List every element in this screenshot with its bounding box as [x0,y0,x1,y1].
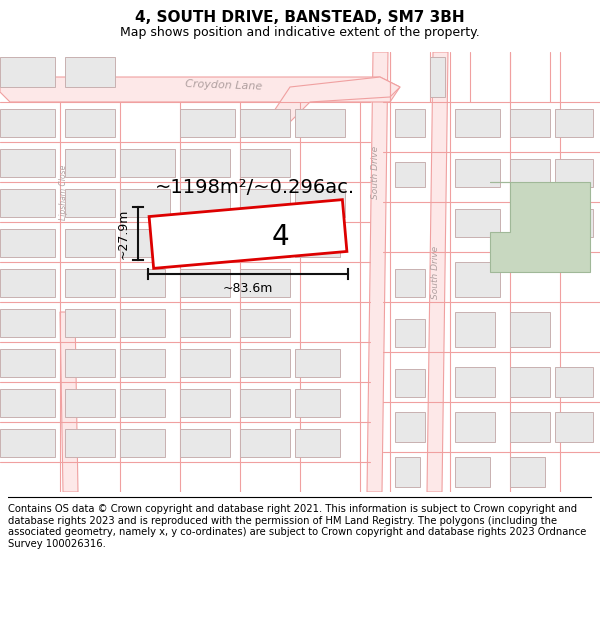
Bar [430,57,445,97]
Bar [65,189,115,217]
Bar [455,159,500,187]
Bar [555,367,593,397]
Bar [455,367,495,397]
Bar [240,229,290,257]
Text: ~27.9m: ~27.9m [117,208,130,259]
Bar [180,229,230,257]
Bar [0,149,55,177]
Bar [0,229,55,257]
Bar [510,412,550,442]
Bar [510,367,550,397]
Bar [180,109,235,137]
Bar [120,309,165,337]
Bar [0,57,55,87]
Bar [510,159,550,187]
Polygon shape [0,77,400,102]
Bar [0,189,55,217]
Polygon shape [427,52,448,492]
Bar [65,57,115,87]
Bar [395,269,425,297]
Bar [510,312,550,347]
Bar [395,109,425,137]
Text: ~83.6m: ~83.6m [223,282,273,295]
Bar [395,457,420,487]
Bar [120,269,165,297]
Bar [295,349,340,377]
Bar [120,189,170,217]
Bar [455,209,500,237]
Bar [455,312,495,347]
Bar [240,429,290,457]
Bar [455,262,500,297]
Bar [120,349,165,377]
Bar [555,109,593,137]
Bar [240,189,290,217]
Text: 4, SOUTH DRIVE, BANSTEAD, SM7 3BH: 4, SOUTH DRIVE, BANSTEAD, SM7 3BH [135,11,465,26]
Polygon shape [490,182,590,272]
Text: ~1198m²/~0.296ac.: ~1198m²/~0.296ac. [155,177,355,196]
Bar [555,209,593,237]
Bar [180,309,230,337]
Bar [65,349,115,377]
Bar [180,349,230,377]
Polygon shape [60,312,78,492]
Bar [65,229,115,257]
Text: Contains OS data © Crown copyright and database right 2021. This information is : Contains OS data © Crown copyright and d… [8,504,586,549]
Bar [0,349,55,377]
Bar [0,389,55,417]
Text: 4: 4 [271,223,289,251]
Bar [120,389,165,417]
Bar [455,457,490,487]
Bar [555,412,593,442]
Bar [120,229,165,257]
Bar [65,309,115,337]
Bar [0,309,55,337]
Bar [120,149,175,177]
Bar [180,389,230,417]
Text: South Drive: South Drive [371,146,380,199]
Bar [240,269,290,297]
Bar [180,189,230,217]
Bar [510,109,550,137]
Bar [395,162,425,187]
Bar [65,149,115,177]
Text: South Drive: South Drive [431,246,439,299]
Bar [180,269,230,297]
Bar [240,149,290,177]
Bar [240,389,290,417]
Bar [0,269,55,297]
Bar [180,149,230,177]
Bar [295,189,345,217]
Bar [240,309,290,337]
Bar [295,429,340,457]
Bar [295,389,340,417]
Polygon shape [270,77,400,122]
Text: Map shows position and indicative extent of the property.: Map shows position and indicative extent… [120,26,480,39]
Bar [395,369,425,397]
Bar [510,209,550,237]
Bar [395,319,425,347]
Text: Lipsham Close: Lipsham Close [59,164,67,220]
Bar [0,429,55,457]
Bar [0,109,55,137]
Bar [240,349,290,377]
Bar [555,159,593,187]
Bar [395,412,425,442]
Bar [295,229,340,257]
Text: Croydon Lane: Croydon Lane [185,79,262,91]
Bar [240,109,290,137]
Bar [65,109,115,137]
Bar [65,429,115,457]
Bar [455,109,500,137]
Bar [510,457,545,487]
Bar [180,429,230,457]
Bar [65,389,115,417]
Bar [455,412,495,442]
Bar [120,429,165,457]
Polygon shape [149,199,347,268]
Bar [295,109,345,137]
Bar [65,269,115,297]
Polygon shape [367,52,388,492]
